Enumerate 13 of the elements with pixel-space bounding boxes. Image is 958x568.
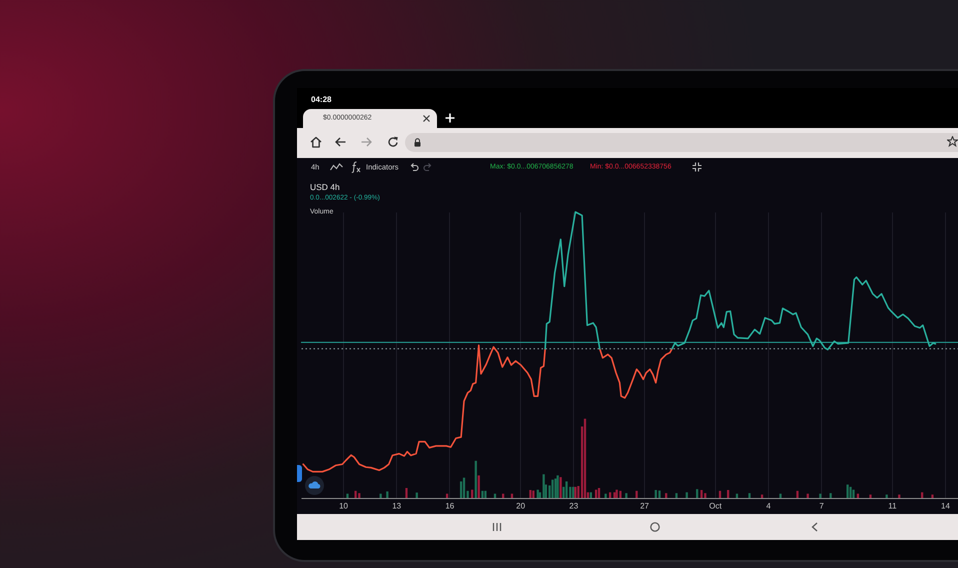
x-tick-label: Oct — [709, 502, 722, 510]
x-tick-label: 7 — [819, 502, 824, 510]
x-tick-label: 23 — [569, 502, 579, 510]
x-tick-label: 10 — [339, 502, 349, 510]
x-tick-label: 4 — [766, 502, 772, 510]
x-tick-label: 20 — [516, 502, 526, 510]
chart-title: USD 4h — [310, 182, 340, 192]
x-tick-label: 16 — [445, 502, 455, 510]
x-tick-label: 14 — [941, 502, 950, 510]
x-tick-label: 27 — [640, 502, 650, 510]
text: 04:28 — [311, 95, 332, 104]
x-tick-label: 13 — [392, 502, 402, 510]
x-tick-label: 11 — [888, 502, 898, 510]
